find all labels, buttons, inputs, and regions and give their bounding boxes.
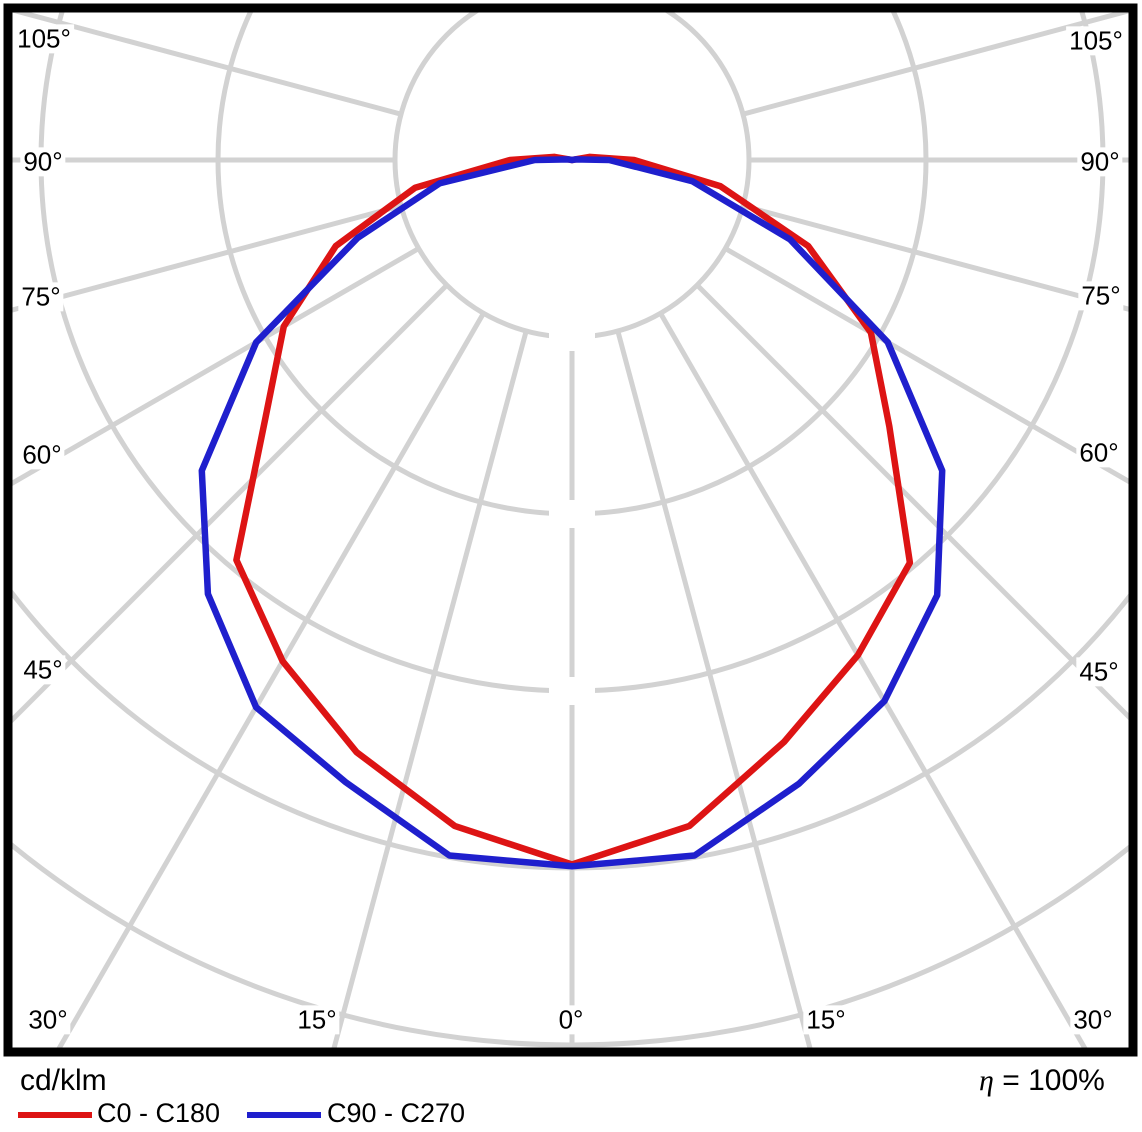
legend-label-c90-c270: C90 - C270 (327, 1098, 466, 1128)
angle-label-bottom-15deg: 15° (294, 1005, 340, 1035)
eta-value: = 100% (1002, 1064, 1105, 1097)
angle-label-bottom-15deg: 15° (803, 1005, 849, 1035)
legend-swatch-c0-c180 (18, 1112, 92, 1118)
angle-label-left-60deg: 60° (19, 440, 65, 470)
grid-radial-line (12, 12, 402, 117)
plot-border (3, 3, 1138, 1057)
angle-label-bottom-30deg: 30° (25, 1005, 71, 1035)
grid-radial-line (12, 246, 420, 486)
grid-radial-line (695, 283, 1129, 721)
efficiency-label: η = 100% (979, 1064, 1105, 1098)
legend-swatch-c90-c270 (247, 1112, 321, 1118)
angle-label-left-90deg: 90° (20, 147, 66, 177)
grid-gap-box (549, 500, 595, 528)
grid-radial-line (742, 203, 1129, 312)
grid-radial-line (615, 330, 813, 1048)
angle-label-bottom-0deg: 0° (555, 1005, 587, 1035)
angle-label-right-45deg: 45° (1076, 657, 1122, 687)
angle-label-left-75deg: 75° (18, 282, 64, 312)
angle-label-right-90deg: 90° (1077, 147, 1123, 177)
grid-radial-line (331, 330, 529, 1048)
grid-radial-line (12, 283, 449, 724)
grid-radial-line (742, 12, 1129, 117)
eta-symbol: η (979, 1064, 994, 1097)
grid-gap-box (549, 323, 595, 351)
unit-label: cd/klm (20, 1064, 107, 1097)
angle-label-left-45deg: 45° (20, 655, 66, 685)
angle-label-right-105deg: 105° (1066, 26, 1126, 56)
curve-c90-c270 (198, 156, 946, 870)
angle-label-right-60deg: 60° (1076, 438, 1122, 468)
legend-label-c0-c180: C0 - C180 (97, 1098, 221, 1128)
grid-radial-line (724, 246, 1129, 485)
grid-radial-line (56, 312, 486, 1048)
angle-label-bottom-30deg: 30° (1070, 1005, 1116, 1035)
angle-label-right-75deg: 75° (1078, 281, 1124, 311)
grid-radial-line (12, 203, 402, 313)
grid-radial-line (658, 312, 1088, 1048)
grid-gap-box (549, 677, 595, 705)
angle-label-left-105deg: 105° (14, 24, 74, 54)
